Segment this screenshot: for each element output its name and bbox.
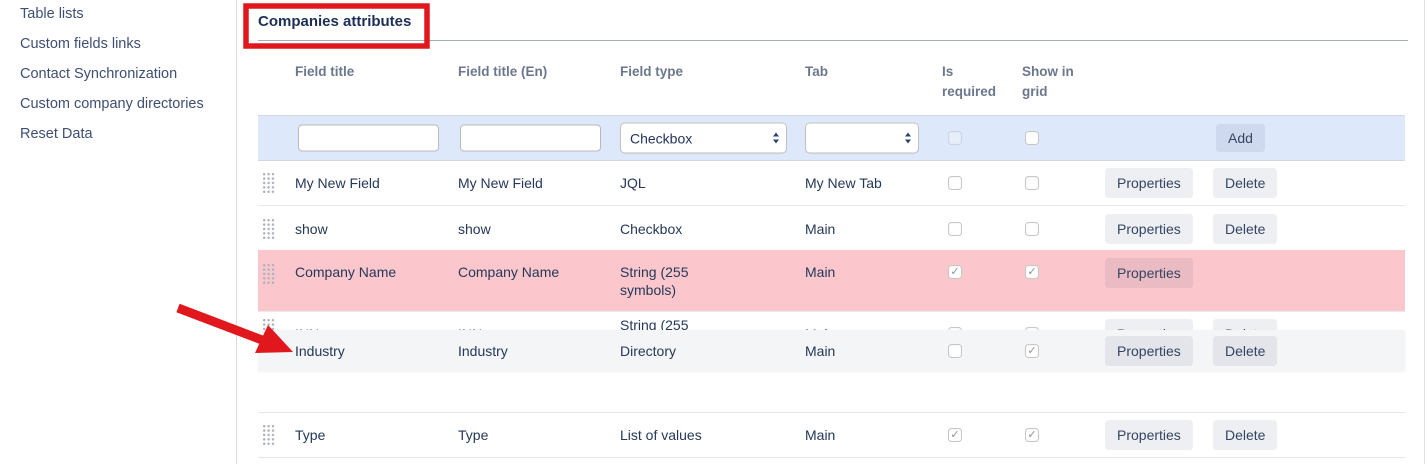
properties-button[interactable]: Properties [1105,420,1193,450]
field-type-cell: Checkbox [620,220,683,237]
field-type-cell: JQL [620,175,646,191]
properties-button[interactable]: Properties [1105,258,1193,288]
add-field-row: Checkbox Add [258,115,1405,161]
field-title-cell: Industry [295,342,345,359]
sidebar: Table lists Custom fields links Contact … [0,0,237,464]
drag-handle-icon[interactable] [262,424,275,446]
is-required-checkbox[interactable] [948,176,962,190]
tab-cell: Main [805,427,836,443]
header-is-required: Is required [942,64,997,99]
field-title-cell: My New Field [295,175,380,191]
table-row-company-name: Company Name Company Name String (255 sy… [258,250,1405,311]
header-field-title-en: Field title (En) [458,64,548,79]
properties-button[interactable]: Properties [1105,168,1193,198]
header-show-in-grid: Show in grid [1022,64,1074,99]
drag-handle-icon[interactable] [262,217,275,240]
tab-select[interactable] [805,122,919,154]
field-type-cell: Directory [620,342,677,359]
field-title-en-cell: show [458,220,491,237]
sidebar-item-table-lists[interactable]: Table lists [20,6,84,22]
tab-cell: Main [805,220,836,237]
sidebar-item-contact-synchronization[interactable]: Contact Synchronization [20,66,178,82]
field-title-cell: Company Name [295,264,397,280]
field-title-cell: show [295,220,328,237]
delete-button[interactable]: Delete [1213,335,1278,366]
table-row-type: Type Type List of values Main Properties… [258,412,1405,458]
field-title-en-input[interactable] [460,124,601,152]
title-divider [258,40,1408,41]
header-field-type: Field type [620,64,684,79]
header-tab: Tab [805,64,828,79]
show-in-grid-checkbox[interactable] [1025,265,1039,279]
drag-handle-icon[interactable] [262,172,275,194]
is-required-checkbox[interactable] [948,265,962,279]
tab-cell: Main [805,264,836,280]
window-edge [1423,0,1425,464]
table-row-my-new-field: My New Field My New Field JQL My New Tab… [258,161,1405,206]
field-type-cell: String (255 symbols) [620,264,689,298]
sidebar-item-custom-fields-links[interactable]: Custom fields links [20,36,141,52]
tab-cell: My New Tab [805,175,882,191]
show-in-grid-checkbox[interactable] [1025,221,1039,236]
add-button[interactable]: Add [1216,124,1265,152]
page-title: Companies attributes [258,13,412,30]
properties-button[interactable]: Properties [1105,335,1193,366]
field-title-en-cell: My New Field [458,175,543,191]
delete-button[interactable]: Delete [1213,420,1278,450]
field-title-input[interactable] [298,124,439,152]
field-title-en-cell: Type [458,427,489,443]
show-in-grid-checkbox[interactable] [1025,428,1039,442]
drag-handle-icon[interactable] [262,263,275,285]
table-row-industry: Industry Industry Directory Main Propert… [258,330,1405,371]
field-title-en-cell: Industry [458,342,508,359]
field-type-cell: List of values [620,427,702,443]
sidebar-item-reset-data[interactable]: Reset Data [20,126,93,142]
is-required-checkbox[interactable] [948,221,962,236]
delete-button[interactable]: Delete [1213,213,1278,244]
select-stepper-icon [905,132,911,144]
show-in-grid-checkbox[interactable] [1025,176,1039,190]
is-required-checkbox[interactable] [948,428,962,442]
show-in-grid-checkbox[interactable] [1025,131,1039,145]
field-title-cell: Type [295,427,326,443]
header-field-title: Field title [295,64,355,79]
is-required-checkbox[interactable] [948,131,962,145]
tab-cell: Main [805,342,836,359]
sidebar-item-custom-company-directories[interactable]: Custom company directories [20,96,204,112]
field-title-en-cell: Company Name [458,264,560,280]
properties-button[interactable]: Properties [1105,213,1193,244]
field-type-select[interactable]: Checkbox [620,122,787,154]
delete-button[interactable]: Delete [1213,168,1278,198]
table-row-show: show show Checkbox Main Properties Delet… [258,206,1405,251]
is-required-checkbox[interactable] [948,343,962,358]
field-type-select-value: Checkbox [630,130,693,146]
show-in-grid-checkbox[interactable] [1025,343,1039,358]
select-stepper-icon [773,132,779,144]
